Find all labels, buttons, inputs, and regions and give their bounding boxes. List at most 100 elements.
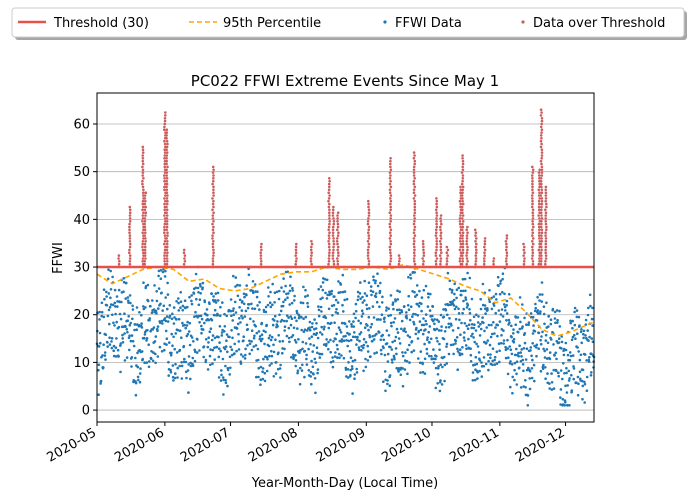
ffwi-point bbox=[518, 366, 521, 370]
ffwi-point bbox=[129, 339, 133, 343]
ffwi-point bbox=[304, 295, 307, 298]
over-threshold-point bbox=[389, 202, 392, 206]
ffwi-point bbox=[430, 354, 433, 358]
over-threshold-point bbox=[141, 151, 145, 154]
over-threshold-point bbox=[537, 214, 540, 217]
ffwi-point bbox=[315, 346, 319, 350]
ffwi-point bbox=[292, 355, 296, 359]
ffwi-point bbox=[212, 313, 216, 317]
over-threshold-point bbox=[142, 188, 145, 192]
over-threshold-point bbox=[544, 251, 547, 254]
ffwi-point bbox=[398, 342, 402, 345]
over-threshold-point bbox=[163, 214, 166, 217]
over-threshold-point bbox=[412, 237, 416, 240]
ffwi-point bbox=[354, 316, 357, 320]
ffwi-point bbox=[524, 379, 527, 382]
ffwi-point bbox=[534, 302, 537, 306]
over-threshold-point bbox=[165, 262, 169, 266]
ffwi-point bbox=[143, 361, 146, 365]
ffwi-point bbox=[332, 303, 336, 307]
ffwi-point bbox=[174, 332, 178, 335]
ffwi-point bbox=[106, 345, 109, 348]
ffwi-point bbox=[230, 329, 233, 332]
ffwi-point bbox=[416, 337, 420, 340]
ffwi-point bbox=[394, 335, 398, 339]
over-threshold-point bbox=[397, 254, 401, 257]
ffwi-point bbox=[489, 356, 492, 360]
ffwi-point bbox=[389, 294, 393, 297]
ffwi-point bbox=[491, 359, 495, 363]
ffwi-point bbox=[252, 336, 256, 340]
ffwi-point bbox=[403, 368, 407, 371]
ffwi-point bbox=[490, 307, 494, 311]
over-threshold-point bbox=[461, 159, 465, 163]
ffwi-point bbox=[543, 349, 546, 353]
over-threshold-point bbox=[141, 174, 144, 177]
ffwi-point bbox=[505, 319, 508, 322]
over-threshold-point bbox=[163, 142, 167, 146]
over-threshold-point bbox=[530, 257, 534, 260]
over-threshold-point bbox=[538, 168, 541, 172]
over-threshold-point bbox=[544, 262, 547, 266]
over-threshold-point bbox=[367, 234, 371, 237]
ffwi-point bbox=[349, 356, 353, 360]
ffwi-point bbox=[183, 323, 186, 327]
ffwi-point bbox=[458, 348, 462, 352]
ffwi-point bbox=[267, 344, 271, 348]
over-threshold-point bbox=[163, 185, 166, 189]
ffwi-point bbox=[324, 291, 327, 295]
ffwi-point bbox=[539, 338, 542, 342]
ffwi-point bbox=[97, 363, 101, 367]
ffwi-point bbox=[440, 383, 444, 386]
ffwi-point bbox=[273, 314, 277, 318]
ffwi-point bbox=[259, 365, 263, 369]
ffwi-point bbox=[122, 277, 126, 280]
ffwi-point bbox=[184, 360, 188, 364]
ffwi-point bbox=[461, 289, 465, 293]
over-threshold-point bbox=[531, 185, 534, 189]
over-threshold-point bbox=[540, 185, 543, 189]
ffwi-point bbox=[164, 329, 168, 333]
y-tick-label: 40 bbox=[73, 213, 90, 228]
over-threshold-point bbox=[538, 228, 541, 232]
ffwi-point bbox=[302, 317, 305, 321]
ffwi-point bbox=[157, 307, 160, 310]
ffwi-point bbox=[396, 289, 399, 293]
over-threshold-point bbox=[182, 262, 186, 266]
ffwi-point bbox=[264, 310, 268, 314]
ffwi-point bbox=[258, 300, 261, 304]
over-threshold-point bbox=[531, 260, 535, 263]
ffwi-point bbox=[218, 325, 222, 328]
over-threshold-point bbox=[337, 254, 340, 257]
ffwi-point bbox=[277, 297, 281, 301]
ffwi-point bbox=[432, 348, 435, 351]
over-threshold-point bbox=[128, 214, 132, 217]
over-threshold-point bbox=[445, 257, 449, 260]
over-threshold-point bbox=[128, 225, 131, 229]
ffwi-point bbox=[123, 359, 127, 362]
ffwi-point bbox=[461, 346, 464, 349]
ffwi-point bbox=[519, 351, 522, 354]
ffwi-point bbox=[144, 285, 148, 288]
over-threshold-point bbox=[163, 228, 166, 232]
over-threshold-point bbox=[327, 205, 331, 209]
ffwi-point bbox=[250, 340, 253, 343]
ffwi-point bbox=[523, 341, 527, 345]
ffwi-point bbox=[117, 288, 121, 292]
ffwi-point bbox=[188, 295, 191, 299]
ffwi-point bbox=[300, 316, 303, 319]
over-threshold-point bbox=[531, 208, 535, 212]
ffwi-point bbox=[474, 355, 478, 359]
ffwi-point bbox=[209, 363, 212, 367]
ffwi-point bbox=[152, 326, 156, 329]
ffwi-point bbox=[315, 322, 318, 325]
ffwi-point bbox=[355, 371, 359, 374]
ffwi-point bbox=[146, 299, 150, 303]
ffwi-point bbox=[326, 293, 330, 297]
ffwi-point bbox=[405, 314, 408, 318]
over-threshold-point bbox=[458, 240, 462, 243]
ffwi-point bbox=[557, 374, 560, 378]
ffwi-point bbox=[438, 342, 441, 346]
plot-frame bbox=[96, 92, 595, 423]
ffwi-point bbox=[277, 334, 281, 337]
